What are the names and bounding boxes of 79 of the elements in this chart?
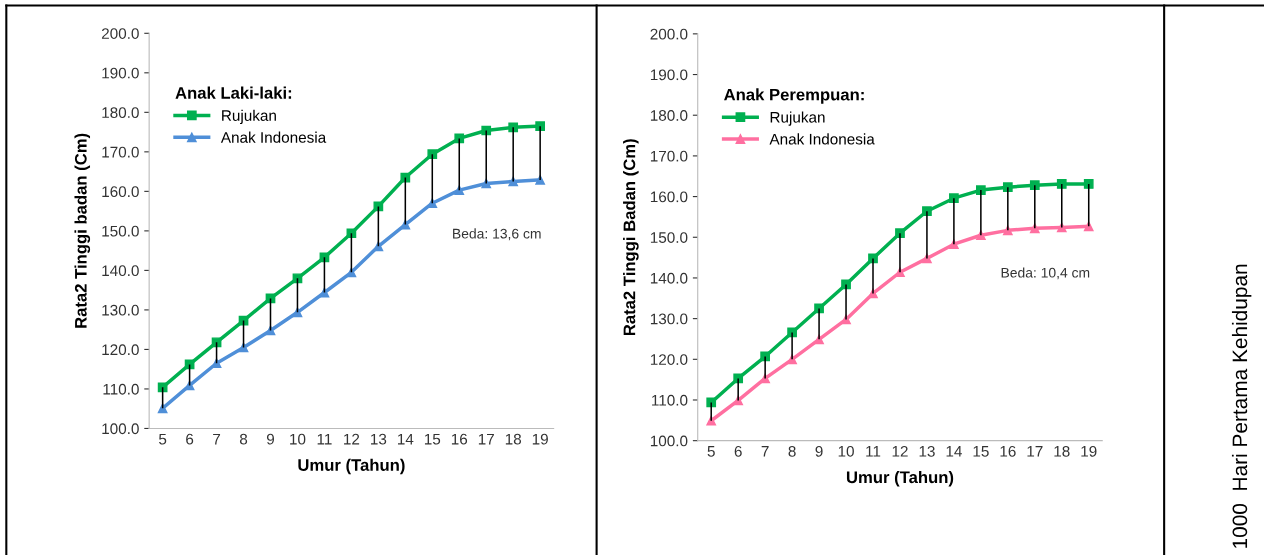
y-tick-label: 160.0	[650, 191, 688, 203]
y-tick-label: 140.0	[650, 272, 688, 284]
y-tick-label: 100.0	[650, 435, 688, 447]
y-tick-label: 200.0	[650, 28, 688, 40]
x-axis-title: Umur (Tahun)	[846, 470, 954, 487]
point	[373, 241, 384, 252]
y-tick-label: 120.0	[102, 344, 139, 356]
x-tick-label: 5	[707, 446, 715, 457]
annotation: Beda: 13,6 cm	[453, 228, 541, 241]
x-tick-label: 7	[761, 446, 769, 457]
point	[157, 403, 168, 414]
x-tick-label: 14	[397, 433, 414, 445]
x-tick-label: 9	[266, 433, 275, 445]
point	[292, 307, 303, 318]
legend-label: Anak Indonesia	[769, 133, 875, 145]
point	[292, 273, 303, 284]
x-tick-label: 17	[478, 433, 494, 445]
y-tick-label: 130.0	[102, 304, 139, 316]
legend-label: Rujukan	[770, 111, 825, 126]
x-tick-label: 11	[317, 433, 332, 445]
x-tick-label: 9	[815, 445, 823, 457]
y-tick-label: 170.0	[650, 150, 688, 162]
point	[373, 201, 384, 212]
x-tick-label: 8	[239, 433, 248, 445]
legend-label: Rujukan	[222, 109, 276, 124]
x-tick-label: 16	[451, 433, 468, 445]
x-tick-label: 10	[290, 433, 306, 445]
y-tick-label: 140.0	[102, 265, 139, 277]
point	[400, 172, 411, 183]
y-tick-label: 190.0	[102, 67, 139, 79]
y-tick-label: 200.0	[101, 28, 139, 39]
x-tick-label: 12	[344, 433, 360, 445]
point	[1083, 221, 1094, 232]
y-tick-label: 170.0	[102, 146, 139, 158]
x-tick-label: 13	[371, 433, 387, 445]
x-tick-label: 12	[892, 445, 908, 457]
x-tick-label: 15	[973, 446, 989, 457]
point	[427, 149, 438, 160]
x-tick-label: 18	[1054, 445, 1070, 457]
y-tick-label: 130.0	[650, 313, 688, 325]
point	[211, 337, 222, 348]
y-tick-label: 190.0	[650, 69, 688, 81]
y-tick-label: 180.0	[102, 107, 139, 119]
y-tick-label: 110.0	[103, 383, 139, 395]
point	[1083, 179, 1094, 189]
x-tick-label: 8	[788, 445, 796, 457]
x-tick-label: 6	[734, 445, 742, 457]
text: 1000 Hari Pertama Kehidupan	[1231, 264, 1252, 548]
x-tick-label: 5	[159, 433, 167, 445]
y-tick-label: 120.0	[650, 354, 688, 365]
y-tick-label: 150.0	[650, 232, 688, 243]
x-tick-label: 13	[919, 445, 935, 457]
x-axis-title: Umur (Tahun)	[298, 458, 405, 475]
x-tick-label: 17	[1027, 446, 1043, 457]
y-axis-title: Rata2 Tinggi badan (Cm)	[74, 133, 91, 328]
x-tick-label: 19	[532, 433, 548, 445]
point	[346, 228, 357, 239]
point	[319, 252, 330, 263]
y-tick-label: 160.0	[102, 186, 139, 198]
x-tick-label: 10	[838, 445, 854, 457]
x-tick-label: 18	[505, 433, 522, 445]
x-tick-label: 19	[1081, 445, 1097, 457]
legend-title: Anak Laki-laki:	[175, 86, 292, 99]
annotation: Beda: 10,4 cm	[1001, 267, 1090, 280]
point	[346, 267, 357, 278]
x-tick-label: 7	[213, 433, 221, 445]
point	[1056, 179, 1067, 189]
y-tick-label: 110.0	[652, 394, 688, 406]
y-axis-title: Rata2 Tinggi Badan (Cm)	[623, 139, 639, 336]
legend-label: Anak Indonesia	[220, 131, 327, 143]
y-tick-label: 180.0	[650, 110, 688, 121]
x-tick-label: 11	[866, 446, 881, 457]
y-tick-label: 150.0	[102, 225, 139, 237]
x-tick-label: 6	[186, 433, 194, 445]
x-tick-label: 14	[946, 446, 962, 457]
x-tick-label: 16	[1000, 445, 1016, 457]
x-tick-label: 15	[424, 433, 441, 445]
legend-title: Anak Perempuan:	[724, 88, 864, 104]
y-tick-label: 100.0	[102, 423, 139, 435]
